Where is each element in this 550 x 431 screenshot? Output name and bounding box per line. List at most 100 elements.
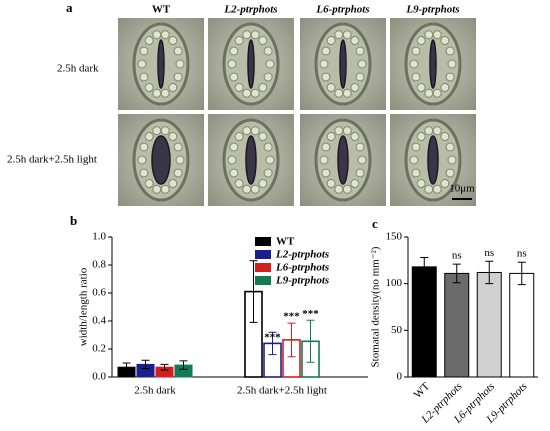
panel-label: a xyxy=(66,0,73,15)
chloroplast xyxy=(334,30,344,40)
chloroplast xyxy=(173,168,183,178)
error-bar xyxy=(249,260,258,323)
chloroplast xyxy=(411,46,421,56)
chloroplast xyxy=(424,184,434,194)
chloroplast xyxy=(416,178,426,188)
chloroplast xyxy=(342,126,352,136)
chloroplast xyxy=(168,178,178,188)
chloroplast xyxy=(258,132,268,142)
chloroplast xyxy=(227,59,237,69)
chloroplast xyxy=(445,46,455,56)
chloroplast xyxy=(440,132,450,142)
chloroplast xyxy=(250,184,260,194)
chloroplast xyxy=(168,82,178,92)
chloroplast xyxy=(160,30,170,40)
chloroplast xyxy=(440,36,450,46)
chloroplast xyxy=(229,168,239,178)
error-bar xyxy=(141,359,150,370)
y-tick-label: 0.4 xyxy=(92,315,106,327)
chloroplast xyxy=(409,59,419,69)
chloroplast xyxy=(152,126,162,136)
chloroplast xyxy=(175,155,185,165)
y-axis-label: Stomatal density(no mm⁻²) xyxy=(370,246,382,367)
row-label: 2.5h dark xyxy=(57,63,99,75)
y-tick-label: 0.0 xyxy=(92,371,106,383)
chloroplast xyxy=(152,30,162,40)
chloroplast xyxy=(250,126,260,136)
significance: *** xyxy=(264,332,281,344)
bar xyxy=(411,266,437,378)
y-axis-label: width/length ratio xyxy=(78,267,90,346)
column-label: WT xyxy=(152,4,171,16)
chloroplast xyxy=(326,178,336,188)
significance: *** xyxy=(302,308,319,320)
legend-label: L6-ptrphots xyxy=(275,262,329,274)
legend-label: L9-ptrphots xyxy=(275,275,329,287)
column-label: L9-ptrphots xyxy=(405,4,459,16)
significance: ns xyxy=(452,250,462,262)
panel-label: c xyxy=(372,216,378,231)
chloroplast xyxy=(173,46,183,56)
chloroplast xyxy=(227,155,237,165)
x-tick-label: WT xyxy=(412,380,433,401)
chloroplast xyxy=(234,82,244,92)
chloroplast xyxy=(447,59,457,69)
chloroplast xyxy=(334,126,344,136)
chloroplast xyxy=(234,132,244,142)
chloroplast xyxy=(416,132,426,142)
error-bar xyxy=(287,322,296,358)
chloroplast xyxy=(326,36,336,46)
pore xyxy=(151,135,171,185)
pore xyxy=(427,135,439,185)
chloroplast xyxy=(160,88,170,98)
chloroplast xyxy=(334,184,344,194)
chloroplast xyxy=(137,155,147,165)
chloroplast xyxy=(263,168,273,178)
chloroplast xyxy=(137,59,147,69)
chloroplast xyxy=(445,168,455,178)
chloroplast xyxy=(355,142,365,152)
significance: ns xyxy=(517,248,527,260)
bar xyxy=(509,272,535,378)
pore xyxy=(429,39,437,89)
chloroplast xyxy=(152,184,162,194)
chloroplast xyxy=(139,72,149,82)
error-bar xyxy=(485,260,494,285)
chloroplast xyxy=(355,168,365,178)
chloroplast xyxy=(440,82,450,92)
chloroplast xyxy=(424,88,434,98)
error-bar xyxy=(160,363,169,371)
row-label: 2.5h dark+2.5h light xyxy=(7,154,97,166)
chloroplast xyxy=(321,72,331,82)
chloroplast xyxy=(321,46,331,56)
chloroplast xyxy=(319,59,329,69)
chloroplast xyxy=(242,30,252,40)
chloroplast xyxy=(342,30,352,40)
chloroplast xyxy=(144,36,154,46)
chloroplast xyxy=(432,184,442,194)
legend-swatch xyxy=(255,276,271,285)
chloroplast xyxy=(445,142,455,152)
x-tick-label: 2.5h dark+2.5h light xyxy=(237,385,327,397)
scale-bar-label: 10μm xyxy=(449,183,475,195)
chloroplast xyxy=(144,82,154,92)
y-tick-label: 100 xyxy=(386,277,403,289)
error-bar xyxy=(517,261,526,286)
chloroplast xyxy=(411,168,421,178)
significance: ns xyxy=(484,247,494,259)
chloroplast xyxy=(326,82,336,92)
legend-label: WT xyxy=(276,236,295,248)
chloroplast xyxy=(263,72,273,82)
chloroplast xyxy=(229,142,239,152)
column-label: L6-ptrphots xyxy=(315,4,369,16)
chloroplast xyxy=(357,155,367,165)
error-bar xyxy=(306,319,315,363)
y-tick-label: 0.8 xyxy=(92,259,106,271)
legend-label: L2-ptrphots xyxy=(275,249,329,261)
chloroplast xyxy=(350,36,360,46)
error-bar xyxy=(420,257,429,277)
chloroplast xyxy=(321,142,331,152)
chloroplast xyxy=(250,88,260,98)
chloroplast xyxy=(152,88,162,98)
y-tick-label: 0 xyxy=(397,371,403,383)
